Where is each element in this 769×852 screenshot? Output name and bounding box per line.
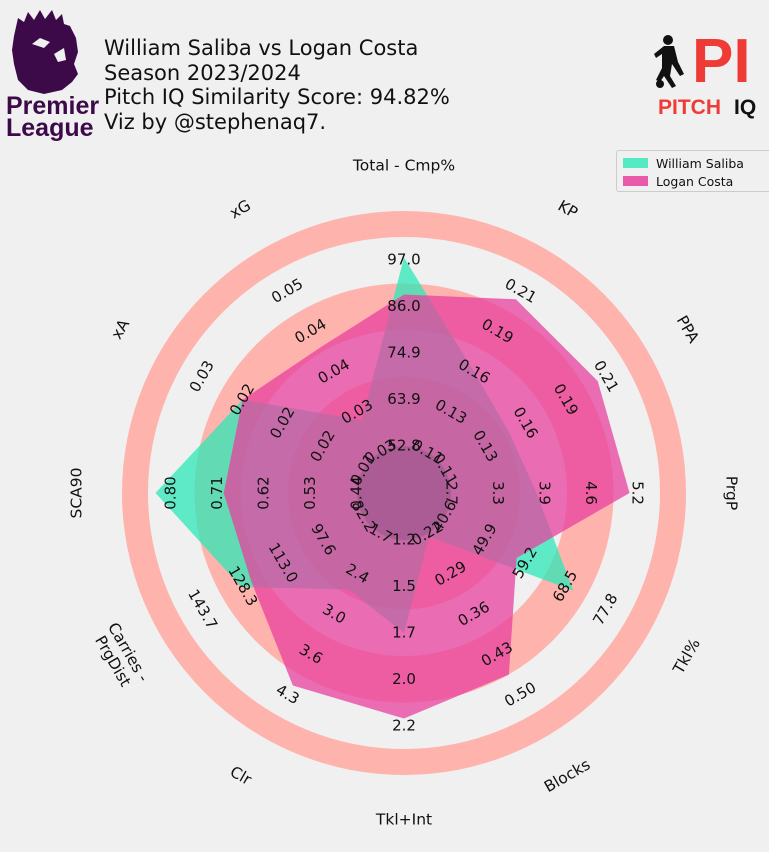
legend-label-costa: Logan Costa [656,173,734,189]
radar-tick-label: 97.0 [387,251,420,269]
legend-swatch-costa [623,176,648,186]
radar-tick-label: 0.71 [208,476,226,509]
premier-league-logo: Premier League [6,10,99,142]
radar-center-fill [357,446,451,540]
radar-tick-label: 3.9 [536,481,554,505]
radar-tick-label: 3.3 [489,481,507,505]
radar-axis-label: KP [555,197,581,222]
footballer-silhouette-icon [654,35,684,88]
radar-tick-label: 4.6 [582,481,600,505]
radar-axis-label: PrgP [723,476,741,510]
legend-item-saliba: William Saliba [623,154,767,172]
lion-crest-icon [12,10,78,94]
legend-label-saliba: William Saliba [656,155,744,171]
radar-axis-label: xG [227,196,254,222]
chart-legend: William Saliba Logan Costa [616,150,769,192]
radar-tick-label: 1.7 [392,624,416,642]
radar-tick-label: 5.2 [629,481,647,505]
radar-tick-label: 63.9 [387,390,420,408]
radar-tick-label: 74.9 [387,344,420,362]
radar-tick-label: 2.0 [392,670,416,688]
radar-tick-label: 52.8 [387,437,420,455]
radar-tick-label: 2.7 [443,481,461,505]
legend-swatch-saliba [623,158,648,168]
pitch-iq-logo: PI PITCH IQ [654,28,756,119]
header-similarity: Pitch IQ Similarity Score: 94.82% [104,85,450,109]
header-title: William Saliba vs Logan Costa [104,36,419,60]
radar-axis-label: PPA [673,312,703,346]
pitch-iq-word-pitch: PITCH [658,96,721,119]
legend-item-costa: Logan Costa [623,172,767,190]
radar-axis-label: Clr [227,763,255,790]
radar-axis-label: Tkl+Int [375,811,432,829]
radar-tick-label: 0.53 [301,476,319,509]
radar-axis-label: Total - Cmp% [352,157,455,175]
radar-axis-label: Blocks [541,755,593,796]
chart-header: William Saliba vs Logan Costa Season 202… [104,36,450,134]
radar-series [155,257,630,719]
header-credit: Viz by @stephenaq7. [104,109,327,134]
radar-tick-label: 86.0 [387,297,420,315]
radar-tick-label: 0.80 [162,476,180,509]
radar-axis-label: SCA90 [68,468,86,519]
radar-tick-label: 0.44 [348,476,366,509]
radar-axis-label: xA [108,316,134,342]
pitch-iq-mark: PI [692,28,751,96]
radar-axis-label: Carries -PrgDist [89,619,153,693]
pitch-iq-word-iq: IQ [734,96,756,119]
pl-text-league: League [6,114,94,142]
radar-tick-label: 2.2 [392,717,416,735]
pl-text-premier: Premier [6,92,99,120]
radar-tick-label: 1.2 [392,531,416,549]
radar-axis-label: Tkl% [669,636,704,678]
header-season: Season 2023/2024 [104,60,301,85]
radar-tick-label: 0.62 [255,476,273,509]
radar-tick-label: 1.5 [392,577,416,595]
